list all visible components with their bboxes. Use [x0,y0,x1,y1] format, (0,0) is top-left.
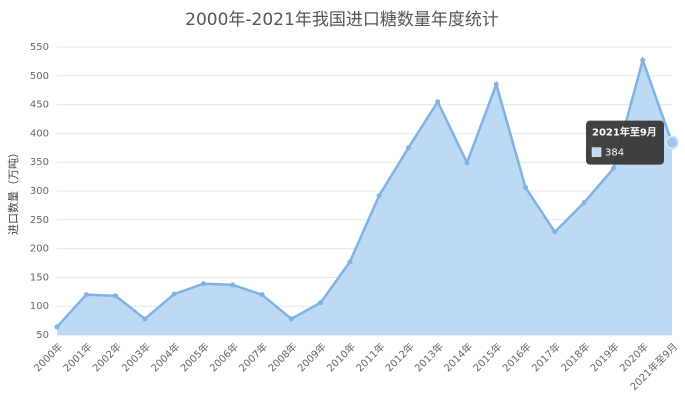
x-tick-label: 2009年 [295,340,329,374]
point [347,259,353,265]
tooltip-box [586,120,664,165]
y-tick-label: 350 [30,157,49,168]
x-tick-label: 2017年 [529,340,563,374]
tooltip-title: 2021年至9月 [592,126,657,139]
x-tick-label: 2007年 [236,340,270,374]
point [113,293,119,299]
line [56,56,674,328]
x-tick-label: 2001年 [60,340,94,374]
tooltip: 2021年至9月 384 [586,120,664,165]
point [230,282,236,288]
point [523,185,529,191]
point [376,193,382,199]
y-tick-label: 500 [30,71,49,82]
y-tick-label: 50 [36,330,49,341]
point [288,316,294,322]
x-tick-label: 2004年 [148,340,182,374]
y-tick-label: 400 [30,128,49,139]
y-tick-label: 150 [30,272,49,283]
point [142,316,148,322]
x-tick-label: 2000年 [31,340,65,374]
x-tick-label: 2010年 [324,340,358,374]
point [464,160,470,166]
point [83,292,89,298]
x-tick-label: 2011年 [353,340,387,374]
point [54,324,60,330]
point [435,99,441,105]
x-tick-label: 2014年 [441,340,475,374]
x-tick-label: 2006年 [207,340,241,374]
point [665,135,679,150]
x-tick-label: 2003年 [119,340,153,374]
x-tick-label: 2015年 [470,340,504,374]
x-tick-label: 2018年 [558,340,592,374]
area [57,60,672,336]
x-tick-label: 2012年 [382,340,416,374]
x-tick-label: 2019年 [587,340,621,374]
x-tick-label: 2005年 [177,340,211,374]
tooltip-value: 384 [605,148,624,159]
y-tick-label: 450 [30,100,49,111]
y-tick-label: 250 [30,215,49,226]
point [610,166,616,172]
y-tick-label: 200 [30,244,49,255]
x-tick-label: 2013年 [412,340,446,374]
x-tick-label: 2002年 [90,340,124,374]
point [318,300,324,306]
y-tick-label: 300 [30,186,49,197]
point [552,229,558,235]
tooltip-swatch [591,147,602,157]
point [405,145,411,151]
chart-title: 2000年-2021年我国进口糖数量年度统计 [185,10,499,30]
point [171,291,177,297]
y-tick-label: 100 [30,301,49,312]
point [581,200,587,206]
point [259,292,265,298]
point [640,57,646,63]
x-tick-label: 2008年 [265,340,299,374]
point [200,281,206,287]
x-tick-label: 2016年 [500,340,534,374]
y-tick-label: 550 [30,42,49,53]
point [493,81,499,87]
y-axis-label: 进口数量（万吨） [7,147,20,235]
